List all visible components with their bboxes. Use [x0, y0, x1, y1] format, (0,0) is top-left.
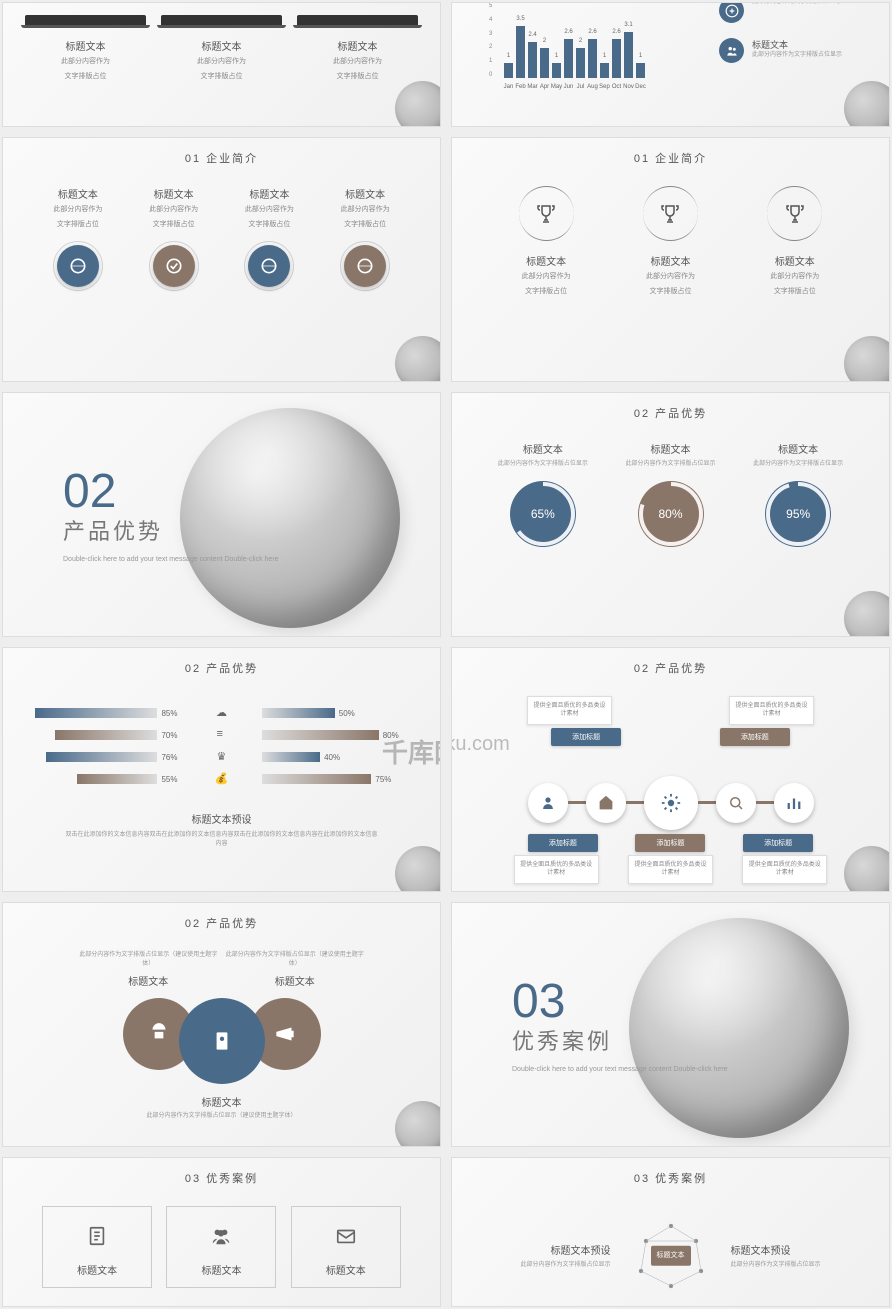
- slide-header: 03 优秀案例: [15, 1170, 428, 1186]
- process-box: 提供全面且质优的多品类设计素材: [729, 696, 814, 725]
- section-sub: Double-click here to add your text messa…: [63, 554, 279, 565]
- process-box: 提供全面且质优的多品类设计素材: [628, 855, 713, 884]
- globe-corner-icon: [844, 81, 890, 127]
- slide-overlap-circles: 02 产品优势 此部分内容作为文字排版占位显示（建议使用主题字体） 标题文本 此…: [2, 902, 441, 1147]
- preset-title: 标题文本预设: [15, 811, 428, 826]
- document-icon: [86, 1225, 108, 1247]
- section-title: 产品优势: [63, 514, 279, 546]
- users-icon: [719, 38, 744, 63]
- trophy-icon: [767, 186, 822, 241]
- globe-corner-icon: [844, 336, 890, 382]
- slide-header: 03 优秀案例: [464, 1170, 877, 1186]
- slide-header: 02 产品优势: [15, 915, 428, 931]
- box-item: 标题文本: [291, 1206, 401, 1288]
- item-title: 标题文本: [126, 186, 222, 201]
- slide-boxes: 03 优秀案例 标题文本 标题文本 标题文本: [2, 1157, 441, 1307]
- trophy-icon: [519, 186, 574, 241]
- trophy-icon: [643, 186, 698, 241]
- process-label: 添加标题: [551, 728, 621, 746]
- donut-chart: 95%: [763, 479, 833, 549]
- bar-chart: 012345 1Jan3.5Feb2.4Mar2Apr1May2.6Jun2Ju…: [504, 3, 674, 78]
- item-sub2: 文字排版占位: [25, 72, 146, 83]
- process-box: 提供全面且质优的多品类设计素材: [527, 696, 612, 725]
- mail-icon: [335, 1225, 357, 1247]
- section-number: 03: [512, 974, 728, 1029]
- feature-circle: [179, 998, 265, 1084]
- slide-grid: 标题文本 此部分内容作为 文字排版占位 标题文本 此部分内容作为 文字排版占位 …: [2, 2, 890, 1307]
- slide-header: 02 产品优势: [15, 660, 428, 676]
- slide-laptops: 标题文本 此部分内容作为 文字排版占位 标题文本 此部分内容作为 文字排版占位 …: [2, 2, 441, 127]
- trophy-item: 标题文本 此部分内容作为 文字排版占位: [608, 186, 732, 297]
- slide-barchart: 012345 1Jan3.5Feb2.4Mar2Apr1May2.6Jun2Ju…: [451, 2, 890, 127]
- box-item: 标题文本: [166, 1206, 276, 1288]
- process-box: 提供全面且质优的多品类设计素材: [514, 855, 599, 884]
- globe-corner-icon: [395, 81, 441, 127]
- donut-chart: 65%: [508, 479, 578, 549]
- item-sub1: 此部分内容作为: [25, 57, 146, 68]
- item-title: 标题文本: [317, 186, 413, 201]
- trophy-item: 标题文本 此部分内容作为 文字排版占位: [484, 186, 608, 297]
- slide-donuts: 02 产品优势 标题文本此部分内容作为文字排版占位显示65%标题文本此部分内容作…: [451, 392, 890, 637]
- info-icon: [719, 2, 744, 23]
- process-node: [528, 783, 568, 823]
- slide-hbars: 千库网 02 产品优势 85%70%76%55% ☁≡♛💰 50%80%40%7…: [2, 647, 441, 892]
- section-number: 02: [63, 464, 279, 519]
- process-node: [586, 783, 626, 823]
- donut-chart: 80%: [636, 479, 706, 549]
- slide-intro-circles: 01 企业简介 标题文本此部分内容作为文字排版占位标题文本此部分内容作为文字排版…: [2, 137, 441, 382]
- slide-intro-trophy: 01 企业简介 标题文本 此部分内容作为 文字排版占位 标题文本 此部分内容作为…: [451, 137, 890, 382]
- slide-section-02: 02 产品优势 Double-click here to add your te…: [2, 392, 441, 637]
- slide-header: 02 产品优势: [464, 660, 877, 676]
- laptop-item: 标题文本 此部分内容作为 文字排版占位: [25, 15, 146, 82]
- process-node: [644, 776, 698, 830]
- laptop-item: 标题文本 此部分内容作为 文字排版占位: [297, 15, 418, 82]
- item-title: 标题文本: [25, 38, 146, 53]
- box-item: 标题文本: [42, 1206, 152, 1288]
- section-sub: Double-click here to add your text messa…: [512, 1064, 728, 1075]
- network-badge: 标题文本: [651, 1246, 691, 1266]
- section-title: 优秀案例: [512, 1024, 728, 1056]
- circle-icon: [57, 245, 99, 287]
- globe-corner-icon: [395, 336, 441, 382]
- process-label: 添加标题: [528, 834, 598, 852]
- trophy-item: 标题文本 此部分内容作为 文字排版占位: [733, 186, 857, 297]
- laptop-item: 标题文本 此部分内容作为 文字排版占位: [161, 15, 282, 82]
- slide-network: 03 优秀案例 标题文本预设 此部分内容作为文字排版占位显示 标题文本 标题文本…: [451, 1157, 890, 1307]
- process-label: 添加标题: [635, 834, 705, 852]
- item-title: 标题文本: [222, 186, 318, 201]
- network-graphic: 标题文本: [631, 1216, 711, 1296]
- circle-icon: [344, 245, 386, 287]
- process-node: [716, 783, 756, 823]
- slide-process: 588ku.com 02 产品优势 提供全面且质优的多品类设计素材 提供全面且质…: [451, 647, 890, 892]
- process-label: 添加标题: [743, 834, 813, 852]
- globe-corner-icon: [844, 591, 890, 637]
- process-label: 添加标题: [720, 728, 790, 746]
- preset-desc: 双击在此添加你的文本信息内容双击在此添加你的文本信息内容双击在此添加你的文本信息…: [15, 826, 428, 854]
- slide-header: 01 企业简介: [464, 150, 877, 166]
- circle-icon: [248, 245, 290, 287]
- globe-corner-icon: [844, 846, 890, 892]
- process-node: [774, 783, 814, 823]
- slide-header: 01 企业简介: [15, 150, 428, 166]
- circle-icon: [153, 245, 195, 287]
- process-box: 提供全面且质优的多品类设计素材: [742, 855, 827, 884]
- users-icon: [209, 1225, 233, 1247]
- slide-header: 02 产品优势: [464, 405, 877, 421]
- slide-section-03: 03 优秀案例 Double-click here to add your te…: [451, 902, 890, 1147]
- item-title: 标题文本: [30, 186, 126, 201]
